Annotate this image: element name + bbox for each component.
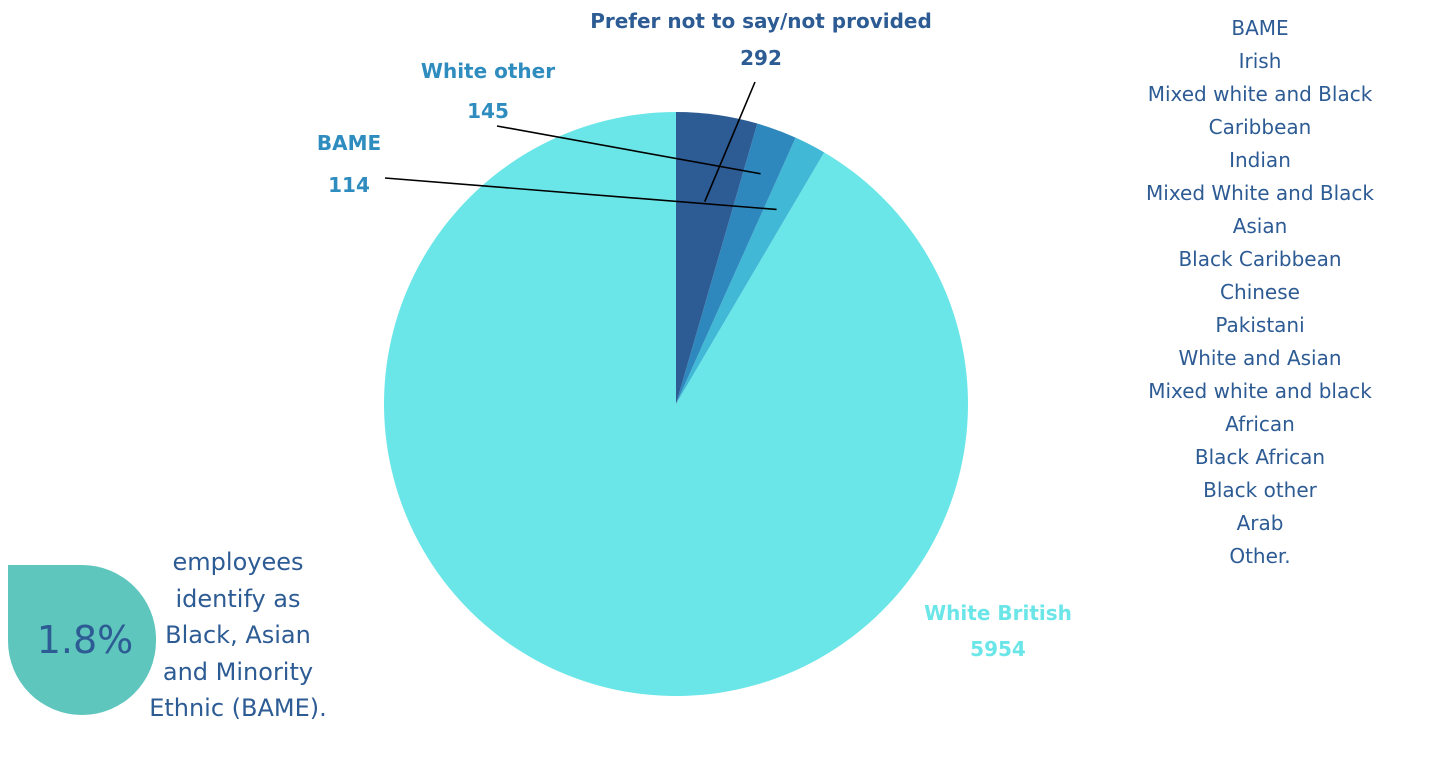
slice-label-prefer-not-to-say-not-provided: Prefer not to say/not provided — [590, 9, 932, 33]
pie-slice-bame — [676, 137, 825, 405]
legend-item: Other. — [1229, 544, 1291, 568]
legend-item: Mixed white and black — [1148, 379, 1372, 403]
legend-list: BAME Irish Mixed white and Black Caribbean I… — [1120, 12, 1400, 573]
slice-value-prefer-not-to-say-not-provided: 292 — [740, 46, 782, 70]
slice-value-white-other: 145 — [467, 99, 509, 123]
leader-line-bame — [384, 177, 777, 211]
stat-badge: 1.8% — [8, 565, 156, 715]
legend-item: Black Caribbean — [1178, 247, 1342, 271]
legend-item: Mixed white and Black — [1147, 82, 1373, 106]
leader-line-white-other — [496, 125, 761, 175]
stat-line: and Minority — [162, 657, 314, 686]
legend-item: Chinese — [1220, 280, 1300, 304]
legend-item: Caribbean — [1208, 115, 1312, 139]
stat-value: 1.8% — [36, 618, 134, 662]
pie-slice-white-other — [676, 123, 796, 404]
legend-item: White and Asian — [1178, 346, 1342, 370]
legend-item: Mixed White and Black — [1146, 181, 1374, 205]
legend-item: Black other — [1203, 478, 1317, 502]
legend-item: Irish — [1238, 49, 1282, 73]
legend-item: Pakistani — [1215, 313, 1305, 337]
stat-line: employees — [172, 548, 304, 576]
legend-item: Indian — [1229, 148, 1291, 172]
slice-value-white-british: 5954 — [970, 637, 1026, 661]
stat-description: employees identify as Black, Asian and Mino… — [148, 544, 328, 727]
legend-item: BAME — [1231, 16, 1289, 40]
slice-label-white-british: White British — [924, 601, 1072, 625]
stat-line: identify as — [175, 584, 301, 613]
legend-item: African — [1225, 412, 1295, 436]
slice-value-bame: 114 — [328, 173, 370, 197]
legend-item: Asian — [1232, 214, 1288, 238]
legend-item: Black African — [1194, 445, 1326, 469]
legend-item: Arab — [1236, 511, 1284, 535]
slice-label-bame: BAME — [317, 131, 381, 155]
slice-label-white-other: White other — [421, 59, 555, 83]
pie-slice-prefer-not-to-say-not-provided — [676, 112, 758, 404]
leader-line-prefer-not-to-say-not-provided — [703, 81, 756, 202]
stat-line: Ethnic (BAME). — [149, 694, 327, 722]
stat-line: Black, Asian — [165, 621, 311, 649]
